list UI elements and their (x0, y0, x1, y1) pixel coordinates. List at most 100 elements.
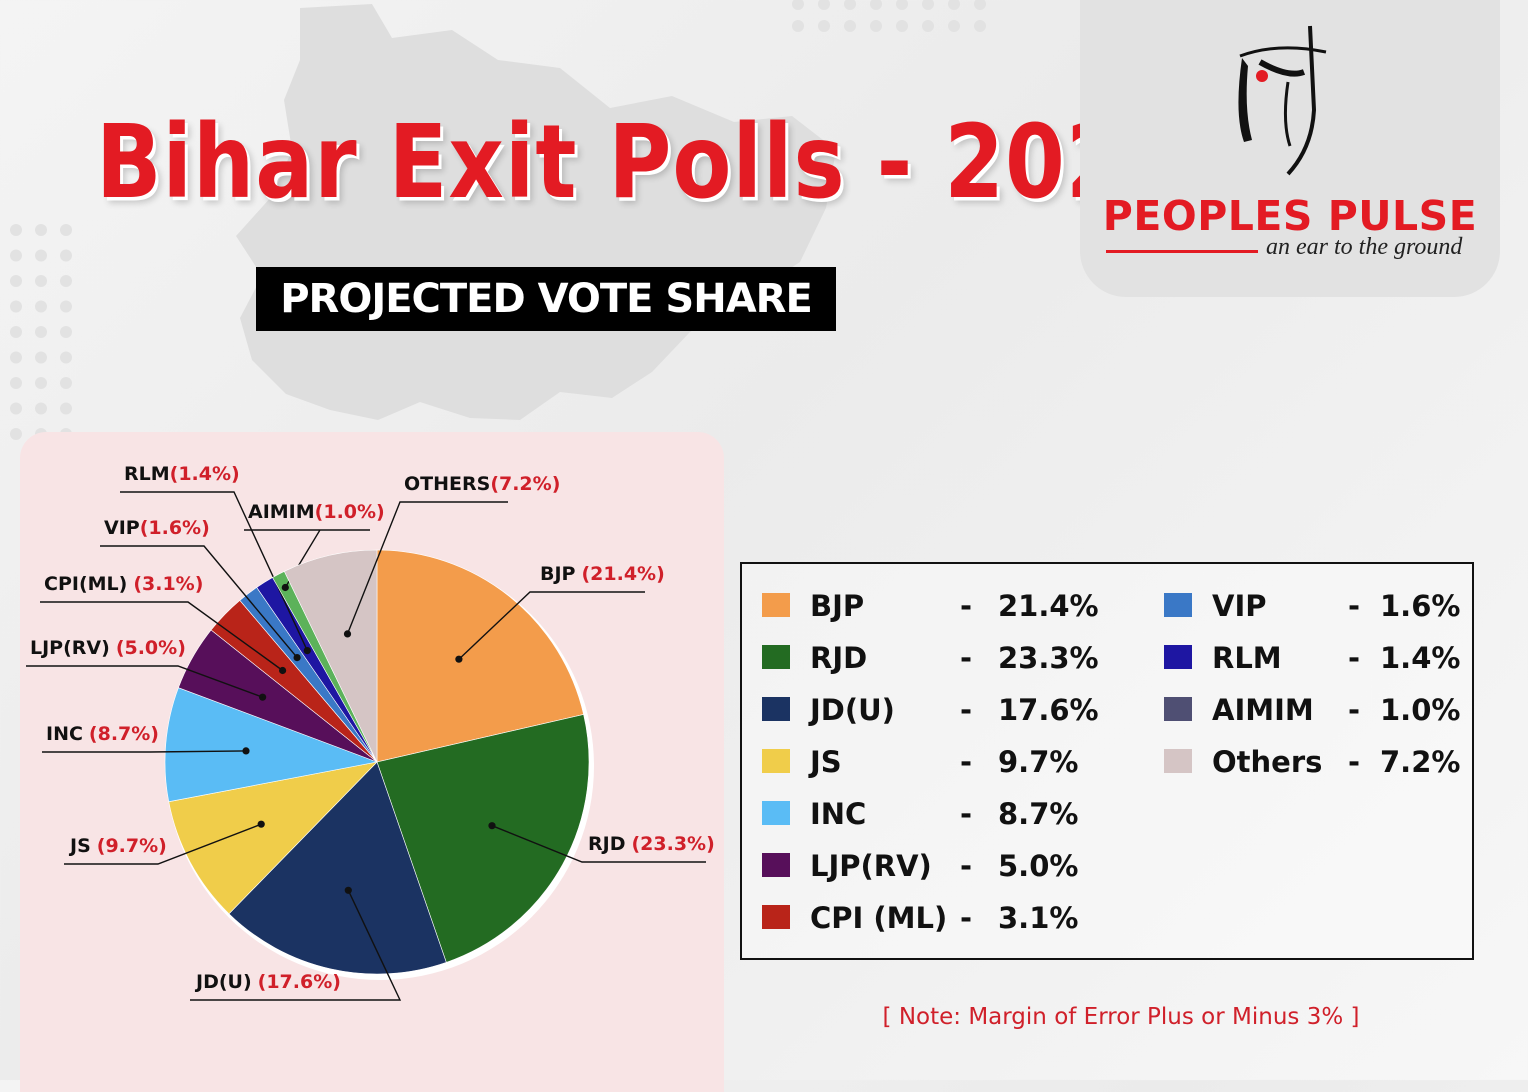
slice-label-value: (7.2%) (490, 473, 560, 495)
pie-chart: BJP (21.4%) RJD (23.3%) JD(U) (17.6%) JS (9.7%)… (26, 463, 715, 1001)
legend-item: RLM -1.4% (1164, 640, 1464, 676)
decor-dot (948, 20, 960, 32)
page-subtitle: PROJECTED VOTE SHARE (256, 267, 836, 331)
decor-dot (10, 428, 22, 440)
legend-swatch (1164, 593, 1192, 617)
legend-name: AIMIM (1212, 693, 1314, 727)
pie-slice-label: OTHERS(7.2%) (404, 473, 560, 495)
slice-label-name: JS (68, 835, 91, 857)
leader-line (100, 545, 298, 659)
legend-name: LJP(RV) (810, 849, 932, 883)
decor-dot (35, 326, 47, 338)
decor-dot (10, 249, 22, 262)
decor-dot (870, 20, 882, 32)
legend-swatch (1164, 749, 1192, 773)
legend-separator: - (1348, 745, 1361, 779)
pie-slice-label: RJD (23.3%) (588, 833, 715, 855)
legend-item: JD(U) -17.6% (762, 692, 1122, 728)
legend-item: Others -7.2% (1164, 744, 1464, 780)
decor-dot (35, 300, 47, 313)
leader-line (244, 529, 370, 588)
legend-item: AIMIM -1.0% (1164, 692, 1464, 728)
legend-name: BJP (810, 589, 865, 623)
decor-dot (792, 0, 804, 10)
decor-dot (60, 275, 72, 287)
legend-swatch (762, 905, 790, 929)
decor-dot (60, 377, 72, 389)
pie-slice-label: AIMIM(1.0%) (248, 501, 385, 523)
leader-line (42, 750, 247, 753)
leader-line (190, 890, 402, 1001)
legend-value: 9.7% (998, 745, 1079, 779)
legend-name: JS (810, 745, 842, 779)
legend-item: JS -9.7% (762, 744, 1122, 780)
legend-name: RJD (810, 641, 868, 675)
legend-separator: - (1348, 641, 1361, 675)
chart-legend: BJP -21.4% RJD -23.3% JD(U) -17.6% JS -9.7% INC -… (740, 562, 1474, 960)
decor-dot (60, 249, 72, 262)
legend-separator: - (960, 849, 973, 883)
decor-dot (10, 275, 22, 287)
legend-value: 5.0% (998, 849, 1079, 883)
legend-separator: - (1348, 693, 1361, 727)
pie-slice-label: INC (8.7%) (46, 723, 159, 745)
slice-label-value: (1.6%) (140, 517, 210, 539)
slice-label-value: (5.0%) (116, 637, 186, 659)
leader-line (458, 591, 645, 660)
slice-label-name: AIMIM (248, 501, 315, 523)
slice-label-name: OTHERS (404, 473, 490, 495)
pie-slice-label: LJP(RV) (5.0%) (30, 637, 186, 659)
decor-dot (35, 402, 47, 415)
decor-dot (60, 351, 72, 364)
decor-dot (10, 351, 22, 364)
decor-dot (922, 20, 934, 32)
decor-dot (10, 224, 22, 236)
leader-line (40, 601, 284, 672)
brand-tagline: an ear to the ground (1266, 234, 1463, 260)
legend-separator: - (1348, 589, 1361, 623)
legend-separator: - (960, 797, 973, 831)
slice-label-name: LJP(RV) (30, 637, 110, 659)
decor-dot (922, 0, 934, 10)
pie-slice-label: VIP(1.6%) (104, 517, 210, 539)
legend-item: CPI (ML) -3.1% (762, 900, 1122, 936)
decor-dot (60, 300, 72, 313)
leader-line (26, 665, 263, 698)
legend-swatch (762, 645, 790, 669)
legend-value: 1.4% (1380, 641, 1461, 675)
legend-swatch (762, 593, 790, 617)
slice-label-value: (1.4%) (170, 463, 240, 485)
decor-dot (844, 20, 856, 32)
decor-dot (10, 402, 22, 415)
slice-label-name: RJD (588, 833, 625, 855)
decor-dot (974, 0, 986, 10)
decor-dot (35, 377, 47, 389)
pie-slice-label: CPI(ML) (3.1%) (44, 573, 203, 595)
decor-dot (35, 351, 47, 364)
decor-dot (10, 326, 22, 338)
legend-value: 21.4% (998, 589, 1099, 623)
legend-item: BJP -21.4% (762, 588, 1122, 624)
leader-dot (343, 630, 352, 638)
legend-value: 23.3% (998, 641, 1099, 675)
decor-dot (10, 377, 22, 389)
legend-swatch (762, 853, 790, 877)
legend-separator: - (960, 745, 973, 779)
decor-dot (948, 0, 960, 10)
decor-dot (896, 0, 908, 10)
pie-slice-js (168, 761, 378, 915)
leader-line (346, 501, 508, 635)
decor-dot (870, 0, 882, 10)
legend-separator: - (960, 901, 973, 935)
decor-dot (60, 224, 72, 236)
page-title: Bihar Exit Polls - 2025 (96, 103, 1188, 222)
legend-item: RJD -23.3% (762, 640, 1122, 676)
pie-slice-rjd (376, 714, 590, 963)
pie-slice-label: JD(U) (17.6%) (194, 971, 341, 993)
decor-dot (60, 326, 72, 338)
pie-slice-label: JS (9.7%) (68, 835, 167, 857)
slice-label-value: (3.1%) (133, 573, 203, 595)
slice-label-name: JD(U) (194, 971, 252, 993)
decor-dot (60, 402, 72, 415)
slice-label-value: (17.6%) (258, 971, 341, 993)
